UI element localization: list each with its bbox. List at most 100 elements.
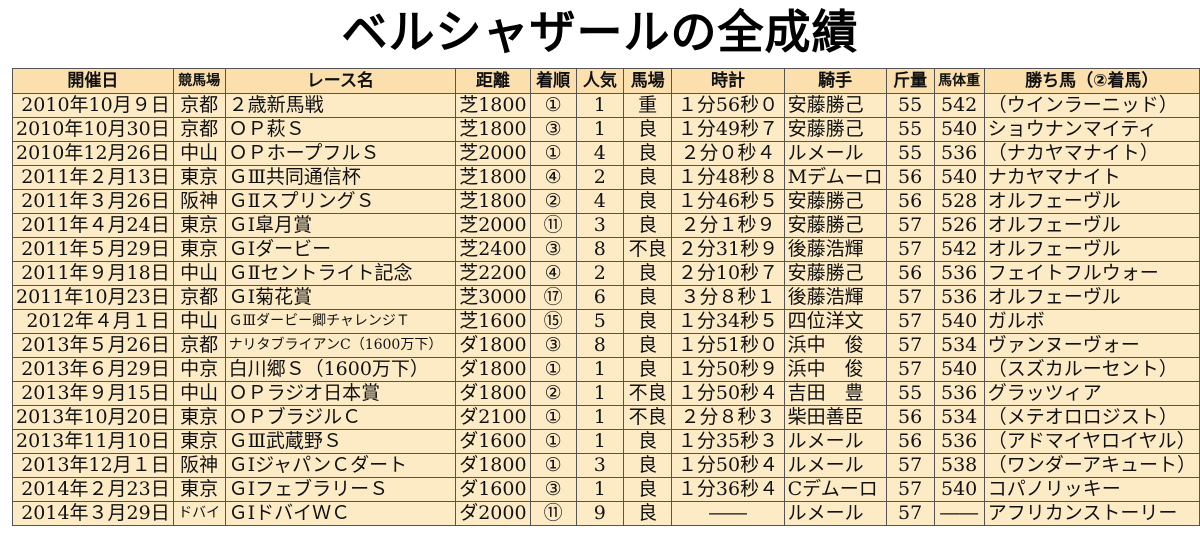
table-row: 2011年９月18日 中山 ＧⅡセントライト記念 芝2200 ④ 2 良 ２分10秒７ 安藤勝己… xyxy=(12,261,1200,286)
cell-time: １分50秒４ xyxy=(671,453,785,478)
cell-date: 2010年10月30日 xyxy=(12,117,174,142)
cell-distance: 芝1800 xyxy=(455,165,531,190)
cell-winner: ナカヤマナイト xyxy=(983,165,1200,190)
cell-popularity: 8 xyxy=(575,333,624,358)
cell-track-condition: 良 xyxy=(622,453,673,478)
cell-venue: 東京 xyxy=(172,405,226,430)
cell-track-condition: 不良 xyxy=(622,237,673,262)
cell-weight: 56 xyxy=(885,429,935,454)
table-row: 2011年４月24日 東京 ＧⅠ皐月賞 芝2000 ⑪ 3 良 ２分１秒９ 安藤勝己 57 526 オ… xyxy=(12,213,1200,238)
cell-venue: 阪神 xyxy=(172,189,226,214)
cell-weight: 57 xyxy=(885,213,935,238)
cell-date: 2013年10月20日 xyxy=(12,405,174,430)
cell-popularity: 1 xyxy=(575,117,624,142)
cell-jockey: Mデムーロ xyxy=(783,165,887,190)
cell-popularity: 3 xyxy=(575,213,624,238)
cell-popularity: 1 xyxy=(575,405,624,430)
cell-popularity: 1 xyxy=(575,357,624,382)
cell-jockey: ルメール xyxy=(783,501,887,526)
cell-winner: フェイトフルウォー xyxy=(983,261,1200,286)
cell-finish: ⑰ xyxy=(529,285,577,310)
cell-finish: ⑮ xyxy=(529,309,577,334)
header-row: 開催日 競馬場 レース名 距離 着順 人気 馬場 時計 騎手 斤量 馬体重 勝ち馬（②着馬） xyxy=(12,68,1200,94)
cell-weight: 55 xyxy=(885,93,935,118)
cell-winner: オルフェーヴル xyxy=(983,213,1200,238)
cell-venue: 阪神 xyxy=(172,453,226,478)
cell-weight: 57 xyxy=(885,237,935,262)
cell-distance: 芝3000 xyxy=(455,285,531,310)
cell-date: 2011年４月24日 xyxy=(12,213,174,238)
cell-jockey: ルメール xyxy=(783,141,887,166)
cell-weight: 56 xyxy=(885,165,935,190)
table-row: 2011年２月13日 東京 ＧⅢ共同通信杯 芝1800 ④ 2 良 １分48秒８ Mデムーロ 56… xyxy=(12,165,1200,190)
cell-jockey: Cデムーロ xyxy=(783,477,887,502)
cell-date: 2010年10月９日 xyxy=(12,93,174,118)
cell-venue: 京都 xyxy=(172,285,226,310)
cell-jockey: 安藤勝己 xyxy=(783,213,887,238)
cell-weight: 57 xyxy=(885,333,935,358)
cell-race-name: ＧⅠ菊花賞 xyxy=(224,285,457,310)
cell-popularity: 5 xyxy=(575,309,624,334)
cell-winner: （スズカルーセント） xyxy=(983,357,1200,382)
cell-distance: 芝1800 xyxy=(455,189,531,214)
cell-horse-weight: 538 xyxy=(933,453,985,478)
cell-track-condition: 良 xyxy=(622,333,673,358)
cell-track-condition: 良 xyxy=(622,213,673,238)
cell-time: １分51秒０ xyxy=(671,333,785,358)
cell-date: 2013年12月１日 xyxy=(12,453,174,478)
page-title: ベルシャザールの全成績 xyxy=(341,5,859,59)
cell-track-condition: 良 xyxy=(622,261,673,286)
cell-venue: 京都 xyxy=(172,333,226,358)
cell-jockey: 安藤勝己 xyxy=(783,261,887,286)
cell-date: 2010年12月26日 xyxy=(12,141,174,166)
cell-horse-weight: 542 xyxy=(933,237,985,262)
cell-race-name: 白川郷Ｓ（1600万下） xyxy=(224,357,457,382)
cell-date: 2014年３月29日 xyxy=(12,501,174,526)
cell-time: ２分10秒７ xyxy=(671,261,785,286)
cell-date: 2014年２月23日 xyxy=(12,477,174,502)
table-row: 2013年11月10日 東京 ＧⅢ武蔵野Ｓ ダ1600 ① 1 良 １分35秒３ ルメール 56 5… xyxy=(12,429,1200,454)
cell-weight: 56 xyxy=(885,261,935,286)
cell-jockey: 後藤浩輝 xyxy=(783,237,887,262)
cell-horse-weight: 540 xyxy=(933,357,985,382)
cell-track-condition: 重 xyxy=(622,93,673,118)
cell-distance: ダ1600 xyxy=(455,429,531,454)
cell-popularity: 1 xyxy=(575,477,624,502)
cell-distance: ダ1600 xyxy=(455,477,531,502)
cell-finish: ① xyxy=(529,429,577,454)
cell-race-name: ＧⅢ武蔵野Ｓ xyxy=(224,429,457,454)
cell-winner: ガルボ xyxy=(983,309,1200,334)
header-jockey: 騎手 xyxy=(783,68,887,94)
table-row: 2013年12月１日 阪神 ＧⅠジャパンＣダート ダ1800 ① 3 良 １分50秒４ ルメール… xyxy=(12,453,1200,478)
table-row: 2013年６月29日 中京 白川郷Ｓ（1600万下） ダ1800 ① 1 良 １分50秒９ 浜中… xyxy=(12,357,1200,382)
cell-venue: 東京 xyxy=(172,237,226,262)
cell-jockey: ルメール xyxy=(783,429,887,454)
cell-date: 2012年４月１日 xyxy=(12,309,174,334)
cell-finish: ② xyxy=(529,381,577,406)
cell-venue: 中京 xyxy=(172,357,226,382)
cell-venue: 中山 xyxy=(172,261,226,286)
cell-track-condition: 良 xyxy=(622,189,673,214)
cell-jockey: 四位洋文 xyxy=(783,309,887,334)
table-row: 2014年３月29日 ドバイ ＧⅠドバイＷＣ ダ2000 ⑪ 9 良 ―― ルメール 57 ―― アフ… xyxy=(12,501,1200,526)
cell-winner: ヴァンヌーヴォー xyxy=(983,333,1200,358)
cell-time: １分56秒０ xyxy=(671,93,785,118)
table-row: 2011年10月23日 京都 ＧⅠ菊花賞 芝3000 ⑰ 6 良 ３分８秒１ 後藤浩輝 57 536… xyxy=(12,285,1200,310)
cell-popularity: 8 xyxy=(575,237,624,262)
cell-track-condition: 不良 xyxy=(622,405,673,430)
cell-weight: 56 xyxy=(885,189,935,214)
cell-jockey: 安藤勝己 xyxy=(783,93,887,118)
cell-jockey: ルメール xyxy=(783,453,887,478)
table-row: 2014年２月23日 東京 ＧⅠフェブラリーＳ ダ1600 ③ 1 良 １分36秒４ Cデムーロ… xyxy=(12,477,1200,502)
cell-distance: 芝1800 xyxy=(455,117,531,142)
cell-horse-weight: 534 xyxy=(933,333,985,358)
cell-distance: 芝1600 xyxy=(455,309,531,334)
header-date: 開催日 xyxy=(12,68,174,94)
cell-venue: ドバイ xyxy=(172,501,226,526)
cell-winner: オルフェーヴル xyxy=(983,285,1200,310)
cell-race-name: ＯＰホープフルＳ xyxy=(224,141,457,166)
cell-finish: ① xyxy=(529,357,577,382)
cell-weight: 55 xyxy=(885,117,935,142)
cell-horse-weight: ―― xyxy=(933,501,985,526)
cell-venue: 京都 xyxy=(172,117,226,142)
